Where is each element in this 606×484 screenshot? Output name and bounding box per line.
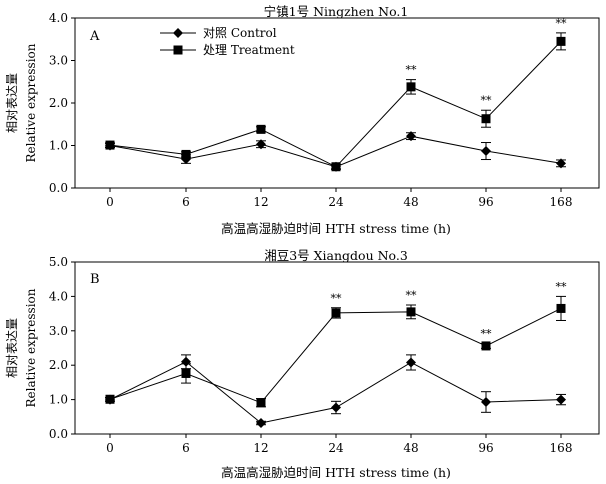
panel-1-series-control-point-3 bbox=[331, 402, 341, 413]
panel-0-xtick-label-0: 0 bbox=[106, 195, 114, 209]
panel-1-series-control-point-4 bbox=[406, 357, 416, 368]
panel-0-ytick-label-3: 3.0 bbox=[49, 54, 68, 68]
panel-a-title: 宁镇1号 Ningzhen No.1 bbox=[264, 4, 409, 19]
panel-1-xtick-label-1: 6 bbox=[182, 441, 190, 455]
panel-b-ylabel-cn: 相对表达量 bbox=[5, 318, 19, 378]
panel-0-series-control-point-4 bbox=[406, 131, 416, 142]
panel-1-ytick-label-4: 4.0 bbox=[49, 289, 68, 303]
panel-0-series-treatment-significance-5: ** bbox=[481, 94, 493, 107]
panel-0-series-control-line bbox=[109, 135, 562, 168]
panel-1-series-treatment-significance-6: ** bbox=[556, 280, 568, 293]
panel-0-series-treatment-point-0 bbox=[105, 140, 115, 150]
panel-0-xtick-label-5: 96 bbox=[478, 195, 493, 209]
panel-1-ytick-label-1: 1.0 bbox=[49, 393, 68, 407]
panel-b-xlabel: 高温高湿胁迫时间 HTH stress time (h) bbox=[221, 465, 451, 480]
panel-1-ytick-label-5: 5.0 bbox=[49, 255, 68, 269]
panel-1-xtick-label-5: 96 bbox=[478, 441, 493, 455]
panel-1-ytick-label-0: 0.0 bbox=[49, 427, 68, 441]
panel-0-series-treatment-significance-6: ** bbox=[556, 17, 568, 30]
panel-1-series-treatment-point-4 bbox=[406, 307, 416, 317]
panel-0-series-treatment-point-6 bbox=[556, 36, 566, 46]
legend-item-treatment: 处理 Treatment bbox=[160, 43, 295, 57]
panel-1-xtick-label-2: 12 bbox=[253, 441, 268, 455]
legend-label: 对照 Control bbox=[203, 26, 277, 40]
panel-1-ytick-label-3: 3.0 bbox=[49, 324, 68, 338]
panel-0-xtick-label-6: 168 bbox=[550, 195, 573, 209]
panel-0-ytick-label-2: 2.0 bbox=[49, 96, 68, 110]
panel-0-series-control-point-6 bbox=[556, 158, 566, 169]
panel-a-ylabel-cn: 相对表达量 bbox=[5, 73, 19, 133]
panel-a-ylabel-en: Relative expression bbox=[24, 43, 38, 162]
panel-0-series-treatment-significance-4: ** bbox=[406, 64, 418, 77]
panel-1-ytick-label-2: 2.0 bbox=[49, 358, 68, 372]
panel-0-xtick-label-4: 48 bbox=[403, 195, 418, 209]
panel-1-series-treatment-point-0 bbox=[105, 394, 115, 404]
panel-1-series-control-point-6 bbox=[556, 394, 566, 405]
panel-1-series-treatment-point-6 bbox=[556, 303, 566, 313]
panel-a: 宁镇1号 Ningzhen No.1 A 相对表达量 Relative expr… bbox=[5, 4, 600, 236]
panel-0-ytick-label-1: 1.0 bbox=[49, 139, 68, 153]
panel-0-series-control-point-2 bbox=[256, 139, 266, 150]
panel-1-series-treatment-significance-4: ** bbox=[406, 289, 418, 302]
panel-1-series-treatment-significance-3: ** bbox=[331, 292, 343, 305]
panel-0-series-treatment-line bbox=[109, 41, 562, 168]
panel-0-series-control-point-5 bbox=[481, 146, 491, 157]
panel-a-xlabel: 高温高湿胁迫时间 HTH stress time (h) bbox=[221, 221, 451, 236]
panel-0-series-treatment-point-1 bbox=[181, 149, 191, 159]
panel-1-series-treatment-line bbox=[109, 307, 562, 404]
panel-0-ytick-label-0: 0.0 bbox=[49, 181, 68, 195]
panel-1-xtick-label-4: 48 bbox=[403, 441, 418, 455]
legend-item-control: 对照 Control bbox=[160, 26, 277, 40]
panel-0-xtick-label-1: 6 bbox=[182, 195, 190, 209]
legend-marker-square bbox=[173, 45, 183, 55]
panel-1-series-control-point-5 bbox=[481, 397, 491, 408]
panel-1-series-treatment-significance-5: ** bbox=[481, 328, 493, 341]
panel-1-series-treatment-point-2 bbox=[256, 398, 266, 408]
panel-a-label: A bbox=[89, 29, 100, 44]
panel-0-series-treatment-point-3 bbox=[331, 162, 341, 172]
panel-0-xtick-label-3: 24 bbox=[328, 195, 344, 209]
panel-0-ytick-label-4: 4.0 bbox=[49, 11, 68, 25]
panel-0-series-treatment-point-5 bbox=[481, 114, 491, 124]
panel-b-label: B bbox=[90, 272, 100, 287]
panel-0-series-treatment-point-4 bbox=[406, 82, 416, 92]
legend-marker-diamond bbox=[173, 28, 183, 38]
legend: 对照 Control 处理 Treatment bbox=[160, 26, 295, 57]
panel-1-xtick-label-0: 0 bbox=[106, 441, 114, 455]
panel-1-xtick-label-6: 168 bbox=[550, 441, 573, 455]
panel-1-series-treatment-point-3 bbox=[331, 308, 341, 318]
panel-1-xtick-label-3: 24 bbox=[328, 441, 344, 455]
panel-0-series-treatment-point-2 bbox=[256, 124, 266, 134]
panel-b-title: 湘豆3号 Xiangdou No.3 bbox=[264, 248, 408, 263]
panel-1-series-control-point-2 bbox=[256, 417, 266, 428]
panel-b-ylabel-en: Relative expression bbox=[24, 288, 38, 407]
legend-label: 处理 Treatment bbox=[203, 43, 295, 57]
panel-1-series-treatment-point-1 bbox=[181, 368, 191, 378]
panel-1-plot-frame bbox=[74, 261, 600, 435]
panel-b: 湘豆3号 Xiangdou No.3 B 相对表达量 Relative expr… bbox=[5, 248, 600, 480]
panel-0-xtick-label-2: 12 bbox=[253, 195, 268, 209]
panel-1-series-treatment-point-5 bbox=[481, 341, 491, 351]
